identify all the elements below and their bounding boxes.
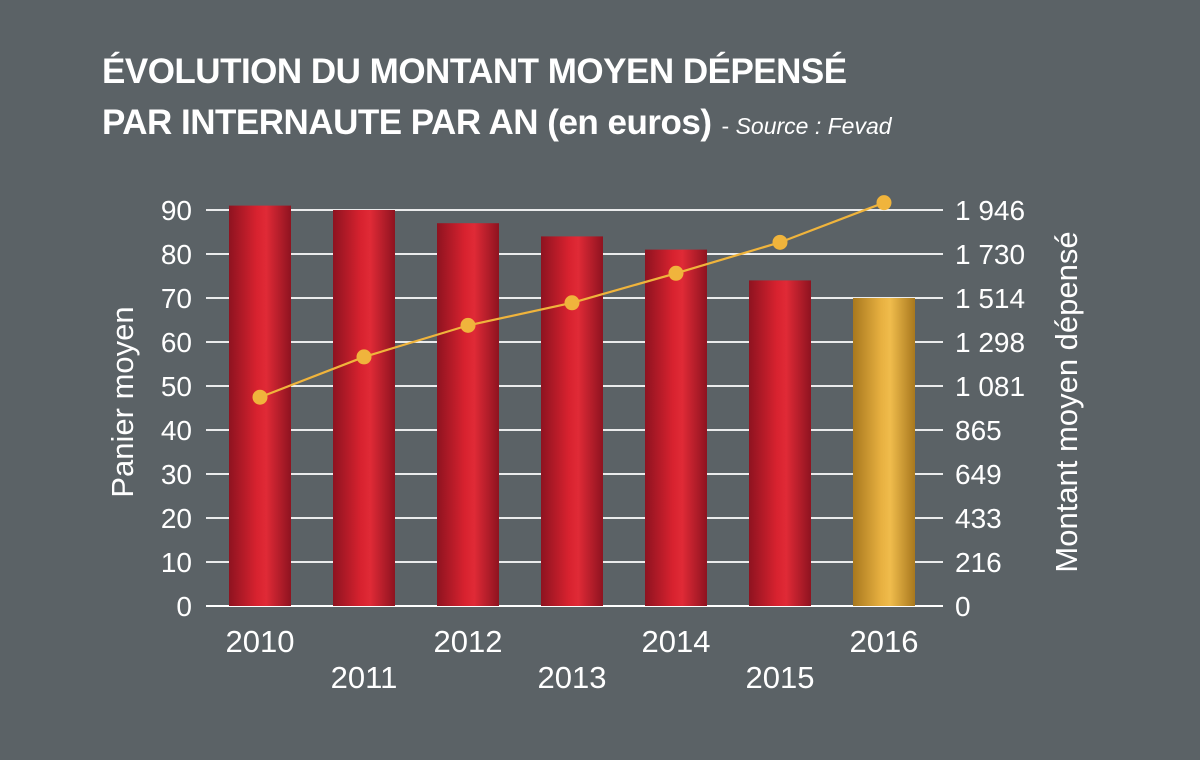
y-right-tick-label: 649 [955,459,1002,490]
x-tick-label: 2013 [538,660,607,695]
x-tick-label: 2016 [850,624,919,659]
line-point [460,317,476,333]
y-left-axis-title: Panier moyen [105,306,140,497]
y-left-tick-label: 70 [161,283,192,314]
source-dash: - [721,113,730,139]
y-right-tick-label: 0 [955,591,971,622]
y-right-tick-label: 1 298 [955,327,1025,358]
y-left-tick-label: 20 [161,503,192,534]
y-right-tick-label: 216 [955,547,1002,578]
y-left-tick-label: 0 [176,591,192,622]
bar [749,280,811,606]
x-tick-label: 2010 [226,624,295,659]
y-left-tick-label: 10 [161,547,192,578]
y-left-tick-label: 40 [161,415,192,446]
y-right-axis-title: Montant moyen dépensé [1049,231,1084,572]
line-point [252,389,268,405]
source-text: Source : Fevad [735,113,892,139]
y-right-tick-label: 1 514 [955,283,1025,314]
x-tick-label: 2015 [746,660,815,695]
chart-source: - Source : Fevad [722,113,892,139]
x-tick-label: 2012 [434,624,503,659]
axes: 0 0 10 216 20 433 30 649 40 865 50 1 081 60 1 298 70 1 … [105,195,1084,695]
line-point [772,234,788,250]
bars [229,205,915,606]
line-point [876,195,892,211]
bar [333,210,395,606]
x-tick-label: 2014 [642,624,711,659]
y-left-tick-label: 80 [161,239,192,270]
bar [645,249,707,606]
bar [437,223,499,606]
bar [853,298,915,606]
line-point [356,349,372,365]
chart-title-line-1: ÉVOLUTION DU MONTANT MOYEN DÉPENSÉ [102,52,847,91]
chart-title-line-2-text: PAR INTERNAUTE PAR AN (en euros) [102,103,712,142]
y-right-tick-label: 433 [955,503,1002,534]
y-left-tick-label: 90 [161,195,192,226]
y-right-tick-label: 1 946 [955,195,1025,226]
line-point [564,295,580,311]
x-tick-label: 2011 [331,660,398,695]
y-left-tick-label: 60 [161,327,192,358]
y-right-tick-label: 865 [955,415,1002,446]
line-point [668,265,684,281]
y-right-tick-label: 1 081 [955,371,1025,402]
chart-title-line-2: PAR INTERNAUTE PAR AN (en euros) - Source… [102,103,892,143]
bar [541,236,603,606]
y-right-tick-label: 1 730 [955,239,1025,270]
line-series [252,195,892,405]
bar [229,205,291,606]
y-left-tick-label: 50 [161,371,192,402]
y-left-tick-label: 30 [161,459,192,490]
